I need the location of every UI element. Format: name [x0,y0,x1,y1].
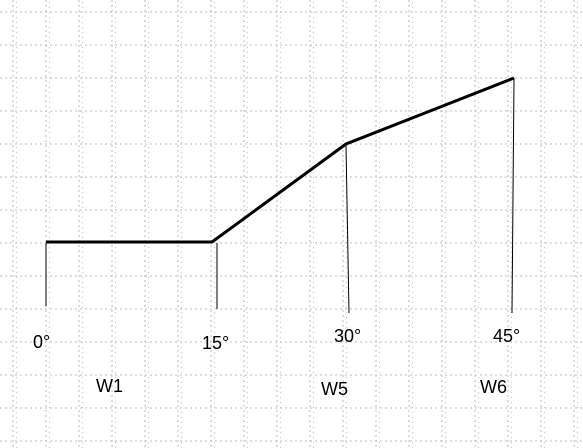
angle-label-45: 45° [493,326,520,346]
segment-label-w1: W1 [96,376,123,396]
segment-label-w6: W6 [480,377,507,397]
tick-line-45 [511,77,515,314]
segment-label-w5: W5 [321,379,348,399]
angle-label-30: 30° [334,326,361,346]
profile-line [46,76,515,244]
tick-lines [45,77,515,314]
angle-label-15: 15° [202,333,229,353]
tick-line-30 [345,144,350,314]
angle-label-0: 0° [33,332,50,352]
